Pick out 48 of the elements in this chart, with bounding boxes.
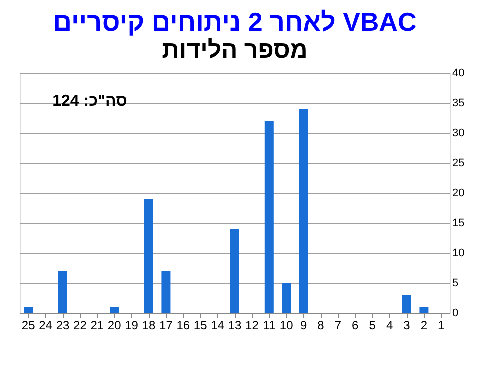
x-tick-label: 22 [74, 318, 88, 332]
bar [162, 271, 171, 313]
x-tick-label: 10 [280, 318, 294, 332]
bar [420, 307, 429, 313]
x-tick-label: 8 [318, 318, 325, 332]
x-tick-label: 18 [142, 318, 156, 332]
y-tick-label: 5 [452, 278, 459, 290]
bar [299, 109, 308, 313]
y-tick-label: 30 [452, 128, 465, 140]
x-tick-label: 6 [352, 318, 360, 332]
x-tick-label: 13 [228, 318, 242, 332]
bar [282, 283, 292, 313]
y-tick-label: 0 [452, 308, 459, 320]
x-tick-label: 1 [438, 318, 446, 332]
bar [144, 199, 154, 313]
x-tick-label: 5 [369, 318, 376, 332]
x-tick-label: 3 [404, 318, 411, 332]
y-tick-label: 10 [452, 248, 465, 260]
x-tick-label: 25 [22, 318, 36, 332]
x-tick-label: 2 [420, 318, 428, 332]
bar [110, 307, 120, 313]
y-tick-label: 25 [452, 158, 465, 170]
x-tick-label: 14 [211, 318, 225, 332]
chart-title: לאחר 2 ניתוחים קיסריים VBAC [53, 7, 417, 37]
y-tick-label: 20 [452, 188, 465, 200]
x-tick-label: 17 [160, 318, 174, 332]
x-tick-label: 15 [194, 318, 208, 332]
annotation: סה"כ: 124 [52, 93, 128, 110]
bar [24, 307, 34, 313]
y-tick-label: 15 [452, 218, 465, 230]
y-tick-label: 40 [452, 68, 465, 80]
x-tick-label: 24 [39, 318, 53, 332]
x-tick-label: 16 [176, 318, 190, 332]
x-tick-label: 12 [246, 318, 260, 332]
x-tick-label: 7 [334, 318, 342, 332]
bar [402, 295, 412, 313]
x-tick-label: 4 [386, 318, 394, 332]
x-tick-label: 9 [300, 318, 308, 332]
bar [230, 229, 240, 313]
y-tick-label: 35 [452, 98, 465, 110]
x-tick-label: 11 [263, 318, 276, 332]
bar [264, 121, 274, 313]
x-tick-label: 21 [90, 318, 104, 332]
x-tick-label: 20 [108, 318, 122, 332]
bar [58, 271, 68, 313]
x-tick-label: 19 [125, 318, 139, 332]
x-tick-label: 23 [56, 318, 70, 332]
chart-subtitle: מספר הלידות [162, 37, 308, 64]
